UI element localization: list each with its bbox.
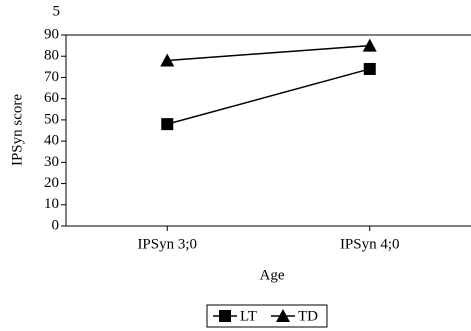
y-tick-label: 40 bbox=[44, 133, 59, 149]
x-axis-label: Age bbox=[260, 267, 285, 283]
y-tick-label: 60 bbox=[44, 90, 59, 106]
y-tick-label: 70 bbox=[44, 69, 59, 85]
marker bbox=[276, 309, 290, 322]
y-axis-label: IPSyn score bbox=[9, 94, 25, 166]
legend-label: TD bbox=[298, 308, 318, 324]
annotation: 5 bbox=[53, 3, 61, 19]
y-tick-label: 10 bbox=[44, 196, 59, 212]
marker bbox=[362, 38, 377, 52]
marker bbox=[363, 62, 376, 75]
legend-label: LT bbox=[240, 308, 257, 324]
series-line bbox=[167, 44, 370, 62]
legend-box bbox=[206, 304, 328, 328]
x-tick-label: IPSyn 3;0 bbox=[137, 236, 197, 252]
y-tick-label: 90 bbox=[44, 26, 59, 42]
y-tick-label: 0 bbox=[52, 217, 60, 233]
x-tick-label: IPSyn 4;0 bbox=[340, 236, 400, 252]
y-tick-label: 50 bbox=[44, 111, 59, 127]
y-tick-label: 80 bbox=[44, 48, 59, 64]
marker bbox=[219, 310, 231, 322]
series-line bbox=[167, 68, 370, 125]
y-tick-label: 20 bbox=[44, 175, 59, 191]
y-tick-label: 30 bbox=[44, 154, 59, 170]
marker bbox=[161, 118, 174, 131]
marker bbox=[160, 53, 175, 67]
